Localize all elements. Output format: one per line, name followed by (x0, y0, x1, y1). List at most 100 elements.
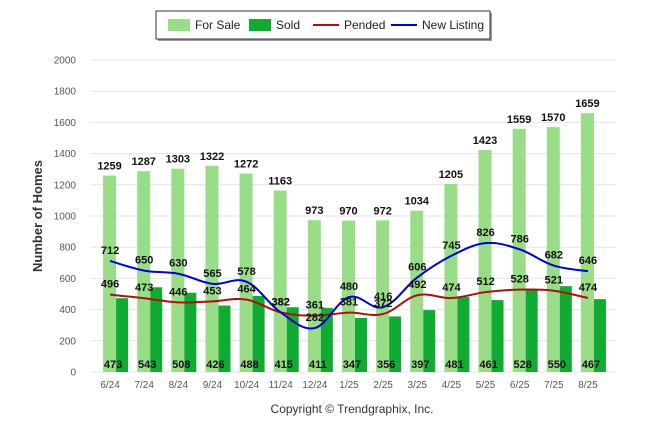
x-tick-label: 7/25 (544, 380, 564, 391)
label-pended: 381 (340, 297, 358, 309)
label-sold: 481 (445, 359, 463, 371)
y-tick-label: 1000 (54, 212, 77, 223)
x-tick-label: 2/25 (373, 380, 393, 391)
bar-for-sale (171, 168, 185, 372)
legend-label-pended: Pended (344, 18, 385, 32)
x-tick-label: 12/24 (302, 380, 327, 391)
label-pended: 521 (545, 275, 563, 287)
bar-sold (252, 295, 265, 372)
label-sold: 356 (377, 359, 395, 371)
label-pended: 528 (510, 274, 528, 286)
x-tick-label: 5/25 (476, 380, 496, 391)
bar-for-sale (512, 128, 526, 372)
bar-sold (116, 298, 129, 372)
bar-for-sale (137, 171, 151, 372)
bar-for-sale (103, 175, 117, 372)
label-sold: 461 (479, 359, 497, 371)
label-pended: 492 (408, 279, 426, 291)
bar-sold (491, 300, 504, 372)
legend-swatch-sold (249, 19, 271, 31)
label-new-listing: 630 (169, 258, 187, 270)
label-sold: 473 (104, 359, 122, 371)
bar-for-sale (410, 210, 424, 372)
label-pended: 512 (476, 276, 494, 288)
y-tick-label: 0 (70, 368, 76, 379)
label-sold: 426 (206, 359, 224, 371)
label-pended: 382 (272, 296, 290, 308)
label-pended: 496 (101, 279, 119, 291)
label-new-listing: 745 (442, 240, 460, 252)
y-tick-label: 200 (59, 336, 76, 347)
label-for-sale: 1205 (439, 169, 463, 181)
bar-sold (525, 289, 538, 372)
label-new-listing: 606 (408, 261, 426, 273)
label-sold: 411 (309, 359, 327, 371)
label-new-listing: 578 (237, 266, 255, 278)
label-pended: 474 (579, 282, 598, 294)
y-tick-label: 2000 (54, 56, 77, 67)
x-tick-label: 1/25 (339, 380, 359, 391)
x-tick-labels: 6/24 7/24 8/24 9/24 10/24 11/24 12/24 1/25 2/25 3… (100, 380, 598, 391)
x-tick-label: 8/25 (578, 380, 598, 391)
x-tick-label: 4/25 (442, 380, 462, 391)
label-sold: 415 (275, 359, 293, 371)
label-new-listing: 682 (545, 250, 563, 262)
label-sold: 347 (343, 359, 361, 371)
bar-sold (320, 307, 333, 372)
legend: For Sale Sold Pended New Listing (155, 10, 492, 41)
label-new-listing: 712 (101, 245, 119, 257)
label-sold: 397 (411, 359, 429, 371)
bar-sold (559, 286, 572, 372)
label-new-listing: 382 (272, 296, 290, 308)
bar-for-sale (205, 165, 219, 372)
y-tick-label: 800 (59, 243, 76, 254)
label-for-sale: 1163 (268, 176, 292, 188)
bar-for-sale (546, 127, 560, 372)
bar-sold (389, 316, 402, 372)
label-for-sale: 1423 (473, 135, 497, 147)
label-for-sale: 1287 (131, 156, 155, 168)
y-tick-label: 1200 (54, 180, 77, 191)
bar-sold (593, 299, 606, 372)
legend-label-for-sale: For Sale (195, 18, 241, 32)
bar-for-sale (478, 150, 492, 372)
x-tick-label: 6/24 (100, 380, 120, 391)
y-tick-label: 1800 (54, 87, 77, 98)
label-for-sale: 970 (339, 206, 357, 218)
bar-sold (184, 292, 197, 372)
bar-sold (218, 305, 231, 372)
label-pended: 372 (374, 298, 392, 310)
label-new-listing: 786 (510, 233, 528, 245)
x-tick-label: 8/24 (169, 380, 189, 391)
bar-sold (423, 310, 436, 372)
legend-label-sold: Sold (276, 18, 300, 32)
label-pended: 464 (237, 284, 256, 296)
label-pended: 446 (169, 286, 187, 298)
label-for-sale: 972 (373, 205, 391, 217)
bar-for-sale (239, 173, 253, 372)
legend-label-new-listing: New Listing (422, 18, 484, 32)
label-sold: 528 (513, 359, 531, 371)
bar-sold (457, 296, 470, 372)
label-pended: 474 (442, 282, 461, 294)
bar-sold (150, 287, 163, 372)
y-tick-label: 1600 (54, 118, 77, 129)
label-sold: 508 (172, 359, 190, 371)
label-pended: 361 (306, 300, 324, 312)
label-sold: 543 (138, 359, 156, 371)
x-tick-label: 10/24 (234, 380, 259, 391)
line-pended (109, 288, 589, 317)
label-for-sale: 1659 (575, 98, 599, 110)
x-tick-label: 6/25 (510, 380, 530, 391)
copyright-text: Copyright © Trendgraphix, Inc. (271, 402, 434, 416)
label-for-sale: 973 (305, 205, 323, 217)
x-tick-label: 11/24 (269, 380, 294, 391)
y-tick-label: 600 (59, 274, 76, 285)
label-sold: 467 (582, 359, 600, 371)
bar-for-sale (376, 220, 390, 372)
y-tick-labels: 0 200 400 600 800 1000 1200 1400 1600 1800 2000 (54, 56, 77, 379)
x-tick-label: 3/25 (408, 380, 428, 391)
label-for-sale: 1559 (507, 114, 531, 126)
label-new-listing: 416 (374, 291, 392, 303)
